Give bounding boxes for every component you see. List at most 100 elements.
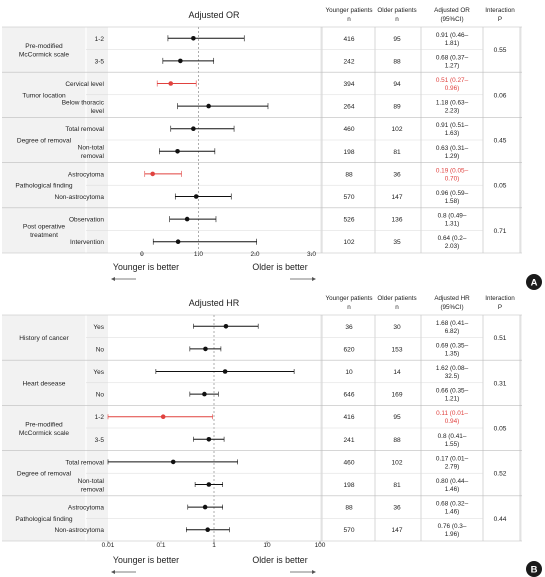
column-header-old-line2: n (395, 16, 399, 23)
right-arrow-head (312, 570, 316, 574)
x-tick-label: 0.01 (102, 542, 115, 549)
estimate-ci-text: 1.21) (445, 396, 460, 403)
interaction-p-value: 0.31 (494, 380, 507, 387)
interaction-p-value: 0.05 (494, 426, 507, 433)
row-label: level (91, 108, 105, 115)
estimate-ci-text: 1.46) (445, 486, 460, 493)
younger-n: 416 (343, 414, 354, 421)
column-header-est: Adjusted OR (434, 7, 470, 14)
older-n: 81 (393, 482, 401, 489)
younger-n: 570 (343, 527, 354, 534)
point-estimate (205, 527, 210, 532)
group-label: Pathological finding (15, 516, 73, 523)
left-arrow-head (111, 570, 115, 574)
older-n: 102 (391, 126, 402, 133)
column-header-p: Interaction (485, 295, 515, 302)
estimate-ci-text: 0.17 (0.01– (436, 455, 469, 462)
estimate-ci-text: 1.55) (445, 441, 460, 448)
older-n: 89 (393, 104, 401, 111)
estimate-ci-text: 0.76 (0.3– (438, 523, 467, 530)
older-n: 88 (393, 437, 401, 444)
row-label: 1-2 (95, 36, 105, 43)
older-n: 95 (393, 414, 401, 421)
row-label: Total removal (65, 459, 104, 466)
point-estimate (223, 324, 229, 329)
point-estimate (178, 58, 183, 64)
x-tick-label: 2.0 (250, 251, 259, 258)
row-label: 3-5 (95, 437, 105, 444)
estimate-ci-text: 0.8 (0.41– (438, 433, 467, 440)
row-label: 3-5 (95, 58, 105, 65)
older-n: 94 (393, 81, 401, 88)
group-label: Pre-modified (25, 43, 63, 50)
younger-n: 10 (345, 369, 353, 376)
estimate-ci-text: 1.81) (445, 40, 460, 47)
row-label: Intervention (70, 239, 104, 246)
older-n: 88 (393, 58, 401, 65)
x-tick-label: 1.0 (194, 251, 203, 258)
younger-n: 102 (343, 239, 354, 246)
row-label: Cervical level (65, 81, 104, 88)
younger-n: 460 (343, 126, 354, 133)
estimate-ci-text: 0.64 (0.2– (438, 235, 467, 242)
older-n: 147 (391, 194, 402, 201)
younger-n: 242 (343, 58, 354, 65)
estimate-ci-text: 1.31) (445, 221, 460, 228)
older-n: 136 (391, 217, 402, 224)
interaction-p-value: 0.55 (494, 47, 507, 54)
estimate-ci-text: 0.70) (445, 175, 460, 182)
x-tick-label: 100 (315, 542, 326, 549)
x-tick-label: 3.0 (307, 251, 316, 258)
interaction-p-value: 0.05 (494, 183, 507, 190)
interaction-p-value: 0.52 (494, 471, 507, 478)
point-estimate (202, 391, 207, 397)
row-label: Below thoracic (62, 99, 105, 106)
younger-n: 526 (343, 217, 354, 224)
younger-n: 241 (343, 437, 354, 444)
column-header-p-line2: P (498, 16, 502, 23)
estimate-ci-text: 0.96 (0.59– (436, 190, 469, 197)
younger-n: 264 (343, 104, 354, 111)
point-estimate (222, 369, 228, 374)
younger-n: 394 (343, 81, 354, 88)
interaction-p-value: 0.51 (494, 335, 507, 342)
column-header-old: Older patients (377, 7, 416, 14)
panel-badge (526, 561, 542, 577)
group-label: Degree of removal (17, 471, 72, 478)
interaction-p-value: 0.45 (494, 138, 507, 145)
estimate-ci-text: 0.68 (0.32– (436, 501, 469, 508)
interaction-p-value: 0.71 (494, 228, 507, 235)
estimate-ci-text: 0.51 (0.27– (436, 77, 469, 84)
estimate-ci-text: 1.63) (445, 130, 460, 137)
column-header-est-line2: (95%CI) (440, 16, 463, 23)
older-n: 36 (393, 171, 401, 178)
row-label: 1-2 (95, 414, 105, 421)
row-label: Yes (93, 369, 104, 376)
group-label: Tumor location (22, 92, 66, 99)
estimate-ci-text: 6.82) (445, 328, 460, 335)
estimate-ci-text: 0.63 (0.31– (436, 145, 469, 152)
point-estimate (168, 81, 174, 86)
point-estimate (193, 194, 199, 199)
column-header-old-line2: n (395, 304, 399, 311)
estimate-ci-text: 2.79) (445, 463, 460, 470)
left-arrow-head (111, 277, 115, 281)
x-tick-label: 0.1 (156, 542, 165, 549)
row-label: Non-astrocytoma (55, 527, 105, 534)
younger-n: 88 (345, 505, 353, 512)
estimate-ci-text: 0.80 (0.44– (436, 478, 469, 485)
point-estimate (191, 36, 196, 41)
estimate-ci-text: 1.68 (0.41– (436, 320, 469, 327)
column-header-est: Adjusted HR (434, 295, 470, 302)
group-label: Pathological finding (15, 183, 73, 190)
older-n: 95 (393, 36, 401, 43)
column-header-young: Younger patients (325, 7, 372, 14)
older-n: 36 (393, 505, 401, 512)
estimate-ci-text: 1.62 (0.08– (436, 365, 469, 372)
younger-n: 570 (343, 194, 354, 201)
older-n: 102 (391, 459, 402, 466)
row-label: Non-total (78, 145, 105, 152)
point-estimate (170, 459, 176, 465)
older-n: 147 (391, 527, 402, 534)
group-label: Post operative (23, 224, 65, 231)
